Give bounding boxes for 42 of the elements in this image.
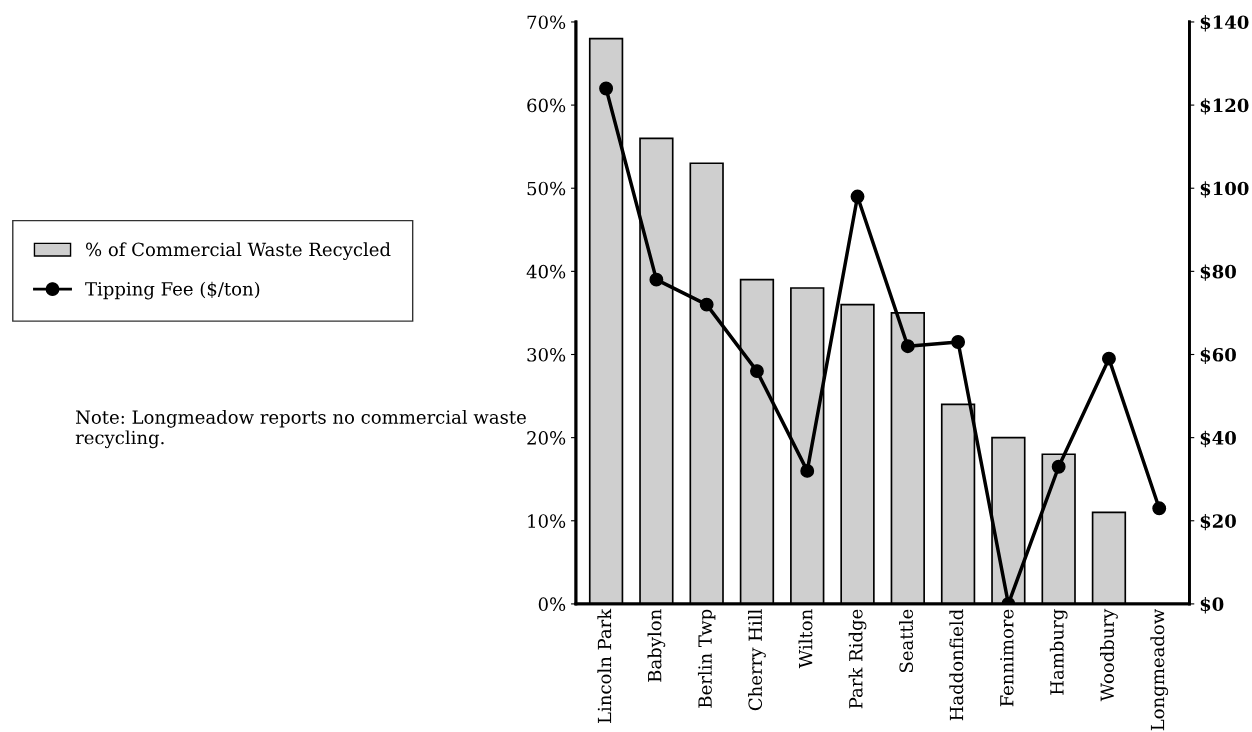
point	[850, 189, 865, 204]
y2-tick-label: $120	[1200, 98, 1249, 115]
y2-tick-label: $140	[1200, 15, 1249, 32]
x-tick-label: Hamburg	[1049, 609, 1068, 695]
x-tick-label: Woodbury	[1100, 608, 1118, 702]
x-tick-label: Park Ridge	[848, 609, 867, 709]
x-tick-label: Haddonfield	[949, 609, 964, 721]
y2-tick-label: $40	[1200, 430, 1236, 448]
y-tick-label: 60%	[527, 98, 566, 113]
x-tick-label: Longmeadow	[1150, 609, 1169, 731]
legend-label: % of Commercial Waste Recycled	[86, 242, 391, 261]
y2-tick-label: $20	[1200, 513, 1236, 531]
point	[951, 335, 966, 349]
x-tick-label: Cherry Hill	[748, 609, 766, 711]
point	[1152, 501, 1167, 516]
y2-tick-label: $100	[1200, 181, 1249, 198]
y-tick-label: 40%	[526, 264, 566, 279]
x-tick-label: Berlin Twp	[697, 609, 716, 708]
y-tick-label: 30%	[527, 347, 566, 362]
x-tick-label: Wilton	[798, 609, 813, 669]
y-tick-label: 0%	[538, 597, 566, 612]
y-tick-label: 20%	[527, 431, 566, 445]
point	[1051, 459, 1066, 474]
y2-tick-label: $0	[1200, 597, 1224, 614]
point	[750, 364, 764, 379]
point	[649, 272, 664, 287]
text: Note: Longmeadow reports no commercial waste recycling.	[75, 409, 526, 449]
y2-tick-label: $80	[1200, 264, 1236, 281]
point	[599, 81, 614, 96]
point	[1101, 351, 1116, 366]
y-tick-label: 10%	[528, 514, 566, 528]
point	[800, 463, 815, 478]
x-tick-label: Seattle	[899, 609, 914, 673]
point	[900, 339, 915, 354]
y2-tick-label: $60	[1200, 347, 1236, 364]
x-tick-label: Lincoln Park	[597, 608, 612, 723]
x-tick-label: Fennimore	[1000, 609, 1014, 707]
point	[699, 297, 714, 312]
x-tick-label: Babylon	[647, 609, 666, 682]
legend-label: Tipping Fee ($/ton)	[85, 281, 260, 300]
y-tick-label: 70%	[527, 15, 566, 30]
y-tick-label: 50%	[527, 181, 566, 196]
